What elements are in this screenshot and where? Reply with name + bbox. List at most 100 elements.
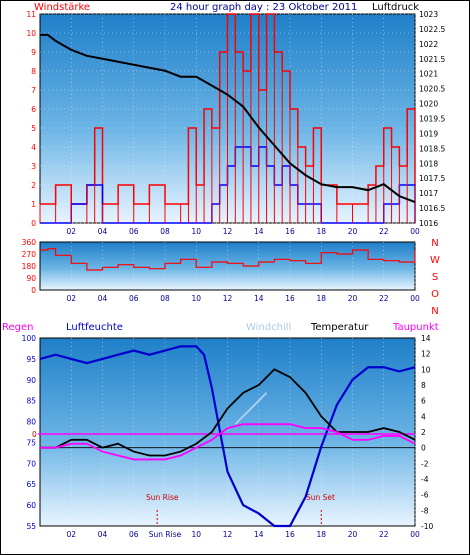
wind-tick-label: 8: [31, 67, 36, 76]
direction-tick-label: 270: [22, 250, 37, 259]
pressure-tick-label: 1020.5: [419, 85, 445, 94]
x-tick-label: 20: [348, 294, 358, 303]
compass-label: N: [431, 306, 438, 317]
direction-tick-label: 360: [22, 238, 37, 247]
pressure-tick-label: 1023: [419, 10, 438, 19]
pressure-tick-label: 1018: [419, 159, 438, 168]
wind-tick-label: 2: [31, 181, 36, 190]
direction-tick-label: 180: [22, 262, 37, 271]
x-tick-label: 04: [98, 294, 108, 303]
temperature-tick-label: 10: [421, 365, 431, 374]
x-tick-label: 04: [98, 530, 108, 539]
wind-tick-label: 1: [31, 200, 36, 209]
x-tick-label: 02: [66, 227, 76, 236]
x-tick-label: 12: [223, 530, 233, 539]
x-tick-label: 22: [379, 530, 389, 539]
x-tick-label: 08: [160, 294, 170, 303]
humidity-tick-label: 95: [26, 355, 36, 364]
humidity-tick-label: 65: [26, 480, 36, 489]
x-tick-label: 00: [410, 294, 420, 303]
pressure-tick-label: 1019: [419, 129, 438, 138]
temperature-tick-label: 8: [421, 381, 426, 390]
temperature-tick-label: 6: [421, 397, 426, 406]
temperature-tick-label: 0: [421, 444, 426, 453]
legend-regen: Regen: [2, 322, 34, 333]
compass-label: N: [431, 238, 438, 249]
x-tick-label: 18: [316, 530, 326, 539]
x-tick-label: 00: [410, 227, 420, 236]
pressure-tick-label: 1020: [419, 100, 438, 109]
temperature-tick-label: 12: [421, 350, 431, 359]
wind-tick-label: 4: [31, 143, 36, 152]
wind-axis-title: Windstärke: [34, 2, 90, 13]
wind-tick-label: 5: [31, 124, 36, 133]
sun-set-annotation: Sun Set: [306, 493, 335, 502]
pressure-tick-label: 1017: [419, 189, 438, 198]
legend-windchill: Windchill: [246, 322, 291, 333]
wind-tick-label: 7: [31, 86, 36, 95]
temperature-tick-label: 14: [421, 334, 431, 343]
x-tick-label: 20: [348, 227, 358, 236]
legend-taupunkt: Taupunkt: [392, 322, 439, 333]
pressure-axis-title: Luftdruck: [372, 2, 419, 13]
temperature-tick-label: -10: [421, 522, 433, 531]
pressure-tick-label: 1021.5: [419, 55, 445, 64]
pressure-tick-label: 1019.5: [419, 115, 445, 124]
temperature-tick-label: -8: [421, 506, 429, 515]
x-tick-label: Sun Rise: [149, 530, 182, 539]
x-tick-label: 02: [66, 530, 76, 539]
x-tick-label: 16: [285, 227, 295, 236]
pressure-tick-label: 1022: [419, 40, 438, 49]
x-tick-label: 14: [254, 227, 264, 236]
temperature-tick-label: -4: [421, 475, 429, 484]
compass-label: O: [431, 289, 439, 300]
humidity-line: [39, 345, 416, 528]
humidity-tick-label: 70: [26, 459, 36, 468]
x-tick-label: 10: [191, 294, 201, 303]
x-tick-label: 06: [129, 294, 139, 303]
x-tick-label: 10: [191, 227, 201, 236]
x-tick-label: 08: [160, 227, 170, 236]
rain-axis-zero: 0: [32, 430, 37, 439]
pressure-tick-label: 1018.5: [419, 144, 445, 153]
x-tick-label: 04: [98, 227, 108, 236]
x-tick-label: 06: [129, 530, 139, 539]
pressure-tick-label: 1021: [419, 70, 438, 79]
x-tick-label: 14: [254, 294, 264, 303]
legend-temperatur: Temperatur: [310, 322, 369, 333]
humidity-tick-label: 75: [26, 438, 36, 447]
sun-rise-annotation: Sun Rise: [146, 493, 179, 502]
humidity-tick-label: 55: [26, 522, 36, 531]
x-tick-label: 06: [129, 227, 139, 236]
wind-tick-label: 6: [31, 105, 36, 114]
pressure-tick-label: 1016.5: [419, 204, 445, 213]
temperature-line: [40, 368, 416, 457]
wind-tick-label: 0: [31, 219, 36, 228]
humidity-tick-label: 85: [26, 397, 36, 406]
chart-title: 24 hour graph day : 23 Oktober 2011: [170, 2, 357, 13]
dewpoint-line: [40, 423, 416, 461]
temperature-tick-label: -2: [421, 459, 429, 468]
humidity-tick-label: 90: [26, 376, 36, 385]
x-tick-label: 02: [66, 294, 76, 303]
wind-tick-label: 11: [26, 10, 36, 19]
wind-tick-label: 9: [31, 48, 36, 57]
humidity-tick-label: 60: [26, 501, 36, 510]
x-tick-label: 12: [223, 227, 233, 236]
direction-tick-label: 90: [26, 274, 36, 283]
x-tick-label: 12: [223, 294, 233, 303]
wind-direction-line: [40, 248, 416, 271]
x-tick-label: 14: [254, 530, 264, 539]
x-tick-label: 18: [316, 294, 326, 303]
pressure-tick-label: 1016: [419, 219, 438, 228]
x-tick-label: 16: [285, 294, 295, 303]
legend-luftfeuchte: Luftfeuchte: [66, 322, 123, 333]
temperature-tick-label: -6: [421, 491, 429, 500]
pressure-tick-label: 1017.5: [419, 174, 445, 183]
x-tick-label: 22: [379, 294, 389, 303]
humidity-tick-label: 100: [22, 334, 37, 343]
pressure-line: [40, 33, 416, 204]
pressure-tick-label: 1022.5: [419, 25, 445, 34]
